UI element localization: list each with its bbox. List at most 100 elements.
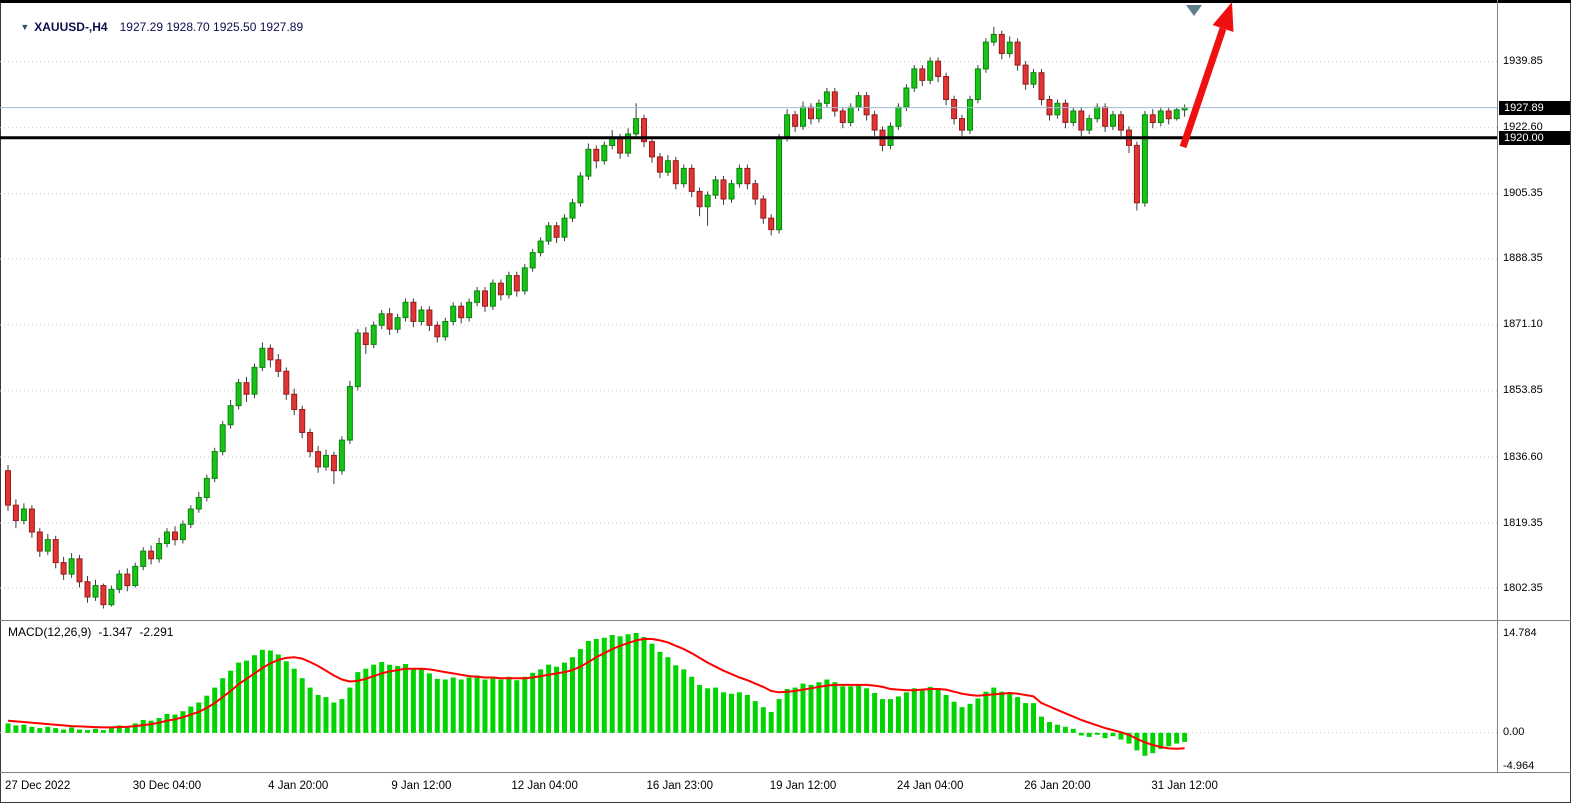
- candle-body: [768, 217, 775, 231]
- candle-body: [36, 531, 43, 552]
- macd-hist-bar: [426, 673, 432, 733]
- candle-body: [299, 409, 306, 433]
- macd-pane: [0, 633, 1497, 756]
- macd-hist-bar: [1102, 732, 1108, 739]
- macd-hist-bar: [1118, 732, 1124, 740]
- macd-hist-bar: [967, 703, 973, 733]
- macd-hist-bar: [697, 684, 703, 733]
- macd-hist-bar: [824, 679, 830, 733]
- macd-hist-bar: [172, 714, 178, 733]
- macd-hist-bar: [347, 687, 353, 733]
- candle-body: [275, 359, 282, 372]
- candle-body: [903, 87, 910, 108]
- candle-body: [998, 33, 1005, 55]
- macd-hist-bar: [880, 699, 885, 733]
- candle-body: [744, 167, 751, 185]
- candle-body: [84, 581, 91, 598]
- candle-body: [935, 60, 942, 78]
- candle-body: [1149, 114, 1156, 124]
- symbol-dropdown-icon[interactable]: ▼: [20, 22, 30, 32]
- macd-hist-bar: [951, 701, 957, 733]
- candle-body: [68, 558, 75, 575]
- candle-body: [696, 190, 703, 208]
- candle-body: [863, 95, 870, 116]
- candle-body: [219, 424, 226, 453]
- macd-hist-bar: [180, 711, 186, 733]
- candle-body: [28, 508, 35, 533]
- candle-body: [434, 324, 441, 338]
- trend-arrow-object[interactable]: [1179, 2, 1234, 149]
- macd-hist-bar: [395, 666, 401, 733]
- candle-body: [466, 301, 473, 319]
- candle-body: [108, 588, 115, 606]
- candle-body: [354, 332, 361, 388]
- candle-body: [227, 405, 234, 426]
- candle-body: [919, 68, 926, 81]
- candle-body: [442, 321, 449, 338]
- candle-body: [1110, 114, 1116, 127]
- macd-hist-bar: [729, 693, 734, 733]
- candle-body: [1006, 41, 1013, 55]
- candle-body: [800, 106, 806, 127]
- candle-body: [625, 133, 632, 154]
- macd-hist-bar: [1031, 703, 1036, 733]
- candle-body: [410, 301, 417, 322]
- candle-body: [323, 454, 329, 468]
- candle-body: [259, 347, 266, 368]
- macd-hist-bar: [1110, 732, 1116, 737]
- macd-hist-bar: [212, 687, 218, 733]
- macd-hist-bar: [69, 727, 75, 733]
- macd-hist-bar: [299, 678, 305, 733]
- macd-hist-bar: [689, 676, 695, 733]
- candle-body: [370, 324, 377, 345]
- macd-hist-bar: [1054, 724, 1060, 733]
- candle-body: [943, 76, 950, 100]
- candle-body: [291, 393, 298, 411]
- macd-hist-bar: [641, 637, 647, 733]
- macd-hist-bar: [188, 706, 194, 733]
- candles: [5, 26, 1188, 609]
- macd-hist-bar: [307, 687, 313, 733]
- candle-body: [911, 68, 918, 89]
- macd-hist-bar: [228, 670, 234, 733]
- macd-hist-bar: [37, 728, 43, 733]
- candle-body: [823, 91, 830, 104]
- macd-hist-bar: [736, 692, 742, 733]
- macd-hist-bar: [768, 711, 774, 733]
- candle-body: [641, 118, 647, 143]
- candle-body: [60, 562, 67, 575]
- macd-hist-bar: [53, 728, 59, 733]
- candle-body: [307, 432, 314, 453]
- candle-body: [577, 175, 584, 204]
- macd-hist-bar: [61, 729, 67, 733]
- candle-body: [251, 366, 258, 395]
- candle-body: [951, 99, 958, 120]
- macd-hist-bar: [1142, 732, 1148, 756]
- candle-body: [179, 523, 186, 541]
- macd-hist-bar: [1094, 732, 1100, 735]
- candle-body: [458, 305, 465, 319]
- candle-body: [1118, 114, 1124, 131]
- candle-body: [839, 110, 846, 123]
- macd-hist-bar: [665, 657, 671, 733]
- macd-hist-bar: [911, 688, 917, 733]
- macd-hist-bar: [379, 662, 385, 733]
- macd-hist-bar: [331, 702, 337, 733]
- macd-hist-bar: [530, 672, 536, 733]
- candle-body: [831, 91, 838, 112]
- macd-hist-bar: [275, 654, 281, 733]
- macd-hist-bar: [418, 669, 424, 733]
- macd-name: MACD(12,26,9): [8, 625, 92, 639]
- macd-hist-bar: [196, 702, 202, 733]
- candle-body: [1094, 106, 1101, 120]
- macd-hist-bar: [1062, 726, 1068, 733]
- macd-hist-bar: [856, 684, 862, 733]
- symbol-timeframe-label: XAUUSD-,H4: [34, 20, 108, 34]
- chart-shift-marker-icon[interactable]: [1186, 5, 1202, 16]
- candle-body: [855, 95, 862, 108]
- candle-body: [1054, 102, 1061, 116]
- macd-hist-bar: [601, 637, 607, 733]
- candle-body: [1173, 109, 1180, 120]
- candle-body: [497, 282, 504, 296]
